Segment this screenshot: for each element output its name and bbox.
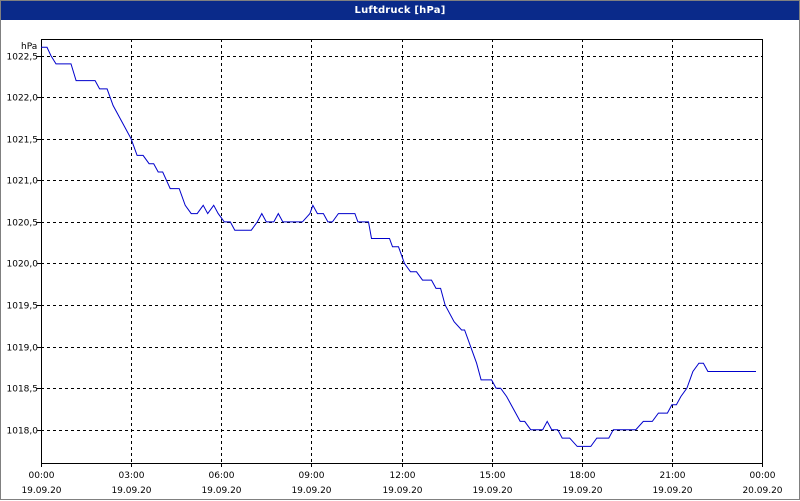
series-layer bbox=[41, 46, 756, 447]
x-tick-date-label: 19.09.20 bbox=[291, 486, 331, 496]
x-tick-date-label: 19.09.20 bbox=[562, 486, 602, 496]
y-tick-label: 1022,5 bbox=[7, 53, 39, 63]
y-tick-label: 1021,0 bbox=[7, 177, 39, 187]
grid-layer bbox=[41, 39, 762, 463]
x-tick-time-label: 12:00 bbox=[390, 471, 416, 481]
x-tick-date-label: 19.09.20 bbox=[472, 486, 512, 496]
x-tick-date-label: 19.09.20 bbox=[21, 486, 61, 496]
y-tick-label: 1021,5 bbox=[7, 136, 39, 146]
x-tick-time-label: 18:00 bbox=[570, 471, 596, 481]
x-tick-date-label: 19.09.20 bbox=[201, 486, 241, 496]
y-tick-label: 1020,0 bbox=[7, 260, 39, 270]
x-tick-time-label: 03:00 bbox=[119, 471, 145, 481]
x-tick-time-label: 06:00 bbox=[209, 471, 235, 481]
x-tick-time-label: 00:00 bbox=[750, 471, 776, 481]
y-tick-label: 1019,5 bbox=[7, 302, 39, 312]
y-tick-label: 1018,5 bbox=[7, 385, 39, 395]
x-tick-date-label: 19.09.20 bbox=[382, 486, 422, 496]
y-tick-label: 1019,0 bbox=[7, 344, 39, 354]
y-tick-label: 1022,0 bbox=[7, 94, 39, 104]
chart-title: Luftdruck [hPa] bbox=[1, 1, 799, 20]
x-tick-date-label: 19.09.20 bbox=[111, 486, 151, 496]
tick-layer: 1018,0 1018,5 1019,0 1019,5 1020,0 1020,5 1021… bbox=[7, 53, 783, 497]
pressure-series-line bbox=[41, 46, 756, 447]
x-tick-date-label: 20.09.20 bbox=[742, 486, 782, 496]
x-tick-time-label: 00:00 bbox=[29, 471, 55, 481]
y-tick-label: 1018,0 bbox=[7, 427, 39, 437]
x-tick-date-label: 19.09.20 bbox=[652, 486, 692, 496]
x-tick-time-label: 21:00 bbox=[660, 471, 686, 481]
x-tick-time-label: 15:00 bbox=[480, 471, 506, 481]
y-axis-unit-label: hPa bbox=[21, 42, 37, 52]
x-tick-time-label: 09:00 bbox=[299, 471, 325, 481]
y-tick-label: 1020,5 bbox=[7, 219, 39, 229]
